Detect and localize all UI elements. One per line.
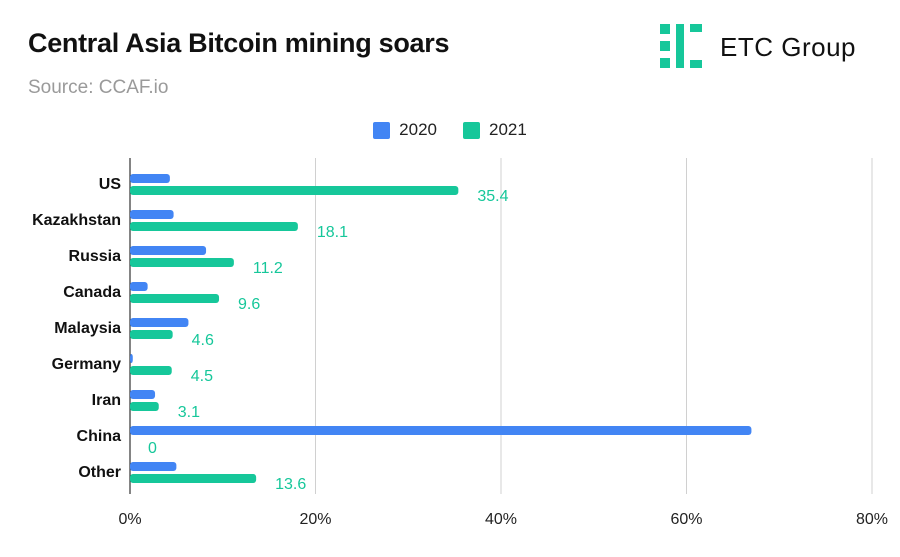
etc-group-logo: ETC Group [660, 22, 880, 70]
legend-swatch-2020 [373, 121, 391, 139]
category-label: Canada [63, 284, 121, 301]
bar-2020 [130, 210, 174, 219]
data-label-2021: 4.5 [191, 368, 213, 385]
category-label: Russia [69, 248, 122, 265]
bar-2021 [130, 258, 234, 267]
x-tick-label: 0% [118, 511, 141, 528]
bar-2020 [130, 462, 177, 471]
bar-2021 [130, 474, 257, 483]
legend-item-2020[interactable]: 2020 [373, 120, 437, 140]
bar-2020 [130, 246, 207, 255]
data-label-2021: 9.6 [238, 296, 260, 313]
chart-source: Source: CCAF.io [28, 77, 169, 98]
bar-2020 [130, 174, 170, 183]
bar-2021 [130, 222, 298, 231]
category-label: Iran [92, 392, 121, 409]
x-tick-label: 20% [299, 511, 331, 528]
x-tick-label: 60% [670, 511, 702, 528]
data-label-2021: 3.1 [178, 404, 200, 421]
data-label-2021: 4.6 [192, 332, 214, 349]
bar-2020 [130, 318, 189, 327]
legend-label-2021: 2021 [489, 120, 527, 139]
bar-2021 [130, 186, 459, 195]
data-label-2021: 0 [148, 440, 157, 457]
bar-2020 [130, 426, 752, 435]
legend-swatch-2021 [463, 121, 480, 139]
bar-2021 [130, 294, 220, 303]
category-label: Malaysia [54, 320, 121, 337]
data-label-2021: 13.6 [275, 476, 306, 493]
bar-2020 [130, 354, 133, 363]
x-tick-label: 40% [485, 511, 517, 528]
data-label-2021: 18.1 [317, 224, 348, 241]
legend-label-2020: 2020 [399, 120, 437, 139]
category-label: China [77, 428, 122, 445]
bar-2020 [130, 282, 148, 291]
bar-2021 [130, 330, 173, 339]
legend-item-2021[interactable]: 2021 [463, 120, 527, 140]
category-label: Kazakhstan [32, 212, 121, 229]
data-label-2021: 11.2 [253, 260, 283, 277]
legend: 2020 2021 [0, 120, 900, 140]
category-label: Other [78, 464, 121, 481]
bar-2020 [130, 390, 156, 399]
category-label: US [99, 176, 122, 193]
category-label: Germany [52, 356, 121, 373]
bar-2021 [130, 366, 172, 375]
data-label-2021: 35.4 [477, 188, 508, 205]
bar-2021 [130, 402, 159, 411]
brand-name: ETC Group [720, 32, 856, 62]
chart-title: Central Asia Bitcoin mining soars [28, 28, 450, 58]
etc-logo-icon [660, 24, 702, 68]
x-tick-label: 80% [856, 511, 888, 528]
